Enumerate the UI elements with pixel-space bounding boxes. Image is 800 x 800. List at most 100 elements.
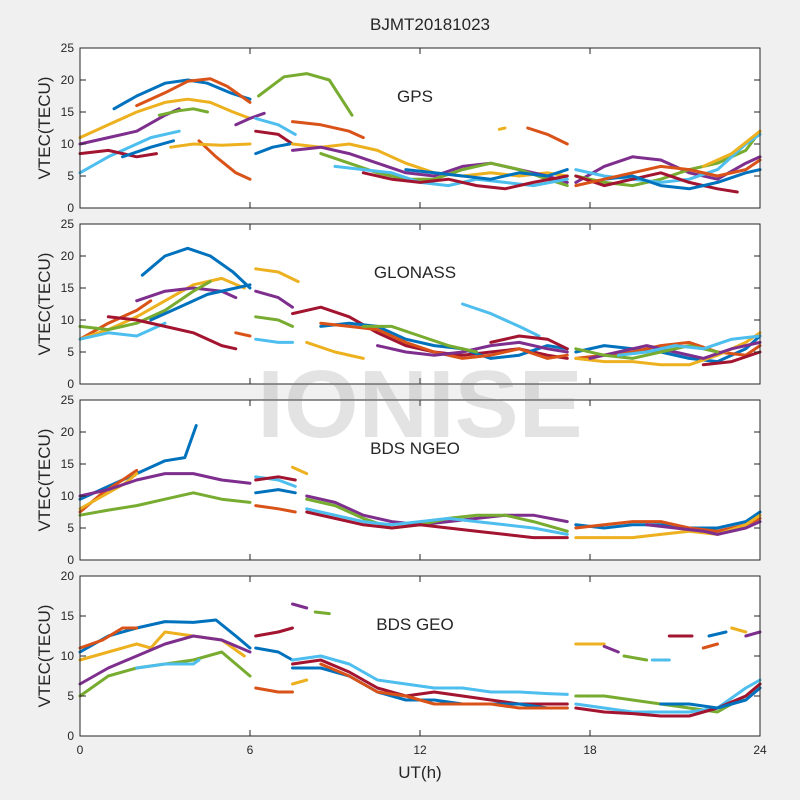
series-line-glonass-3	[135, 286, 238, 303]
y-tick-label-bds-geo-1: 5	[67, 689, 74, 703]
series-line-gps-1	[135, 77, 252, 108]
series-line-gps-24	[574, 155, 762, 184]
series-line-bds-geo-15	[319, 662, 569, 710]
x-axis-label: UT(h)	[398, 763, 441, 782]
series-line-bds-geo-27	[574, 682, 762, 718]
series-line-gps-5	[78, 129, 181, 175]
y-tick-label-gps-0: 0	[67, 201, 74, 215]
axes-background-bds-geo	[80, 576, 760, 736]
y-tick-label-glonass-0: 0	[67, 377, 74, 391]
series-line-glonass-19	[461, 302, 541, 338]
series-line-glonass-8	[234, 331, 252, 338]
series-line-glonass-4	[78, 280, 212, 332]
series-line-bds-ngeo-17	[645, 520, 762, 536]
y-tick-label-glonass-1: 5	[67, 345, 74, 359]
series-line-gps-14	[254, 142, 292, 156]
series-line-bds-ngeo-12	[305, 507, 569, 536]
panel-label-bds-ngeo: BDS NGEO	[370, 439, 460, 458]
series-line-gps-26	[574, 132, 762, 184]
x-tick-label-4: 24	[753, 743, 767, 757]
series-line-glonass-12	[254, 337, 294, 344]
series-line-glonass-15	[319, 321, 569, 360]
series-line-glonass-26	[616, 334, 762, 357]
series-line-gps-30	[701, 129, 762, 168]
series-line-glonass-17	[376, 340, 569, 357]
series-line-bds-geo-23	[730, 626, 748, 634]
series-line-glonass-10	[254, 289, 294, 309]
panel-bds-geo: BDS GEO 0 6 12 18 24 0 5 10 15 20 VTEC(TECU)	[35, 569, 767, 757]
series-line-bds-ngeo-3	[78, 472, 252, 498]
series-line-glonass-14	[319, 321, 569, 360]
series-line-bds-geo-9	[291, 678, 309, 686]
series-line-bds-geo-10	[291, 602, 309, 610]
series-line-gps-29	[574, 158, 762, 188]
series-line-bds-ngeo-10	[305, 494, 569, 527]
series-line-gps-23	[497, 126, 507, 131]
series-line-glonass-23	[574, 331, 762, 367]
series-line-bds-geo-24	[744, 630, 762, 638]
series-line-bds-geo-6	[254, 626, 294, 638]
series-line-gps-6	[78, 148, 158, 159]
series-line-gps-12	[254, 116, 297, 136]
series-line-glonass-0	[140, 246, 252, 290]
series-line-glonass-9	[254, 267, 300, 284]
series-line-gps-13	[254, 129, 294, 146]
y-tick-label-glonass-2: 10	[61, 313, 75, 327]
series-line-bds-geo-8	[254, 686, 294, 694]
series-line-gps-22	[526, 126, 569, 146]
panel-label-bds-geo: BDS GEO	[376, 615, 453, 634]
panel-gps: GPS 0 5 10 15 20 25 VTEC(TECU)	[35, 41, 762, 215]
figure-title: BJMT20181023	[370, 15, 490, 34]
y-axis-label-gps: VTEC(TECU)	[35, 77, 54, 180]
series-line-glonass-18	[361, 324, 479, 354]
y-tick-label-bds-ngeo-2: 10	[61, 489, 75, 503]
series-line-gps-8	[197, 139, 252, 181]
series-line-gps-27	[574, 171, 739, 194]
series-line-bds-geo-7	[254, 646, 294, 662]
series-line-gps-2	[78, 97, 252, 140]
y-tick-label-bds-geo-2: 10	[61, 649, 75, 663]
series-line-gps-9	[169, 142, 252, 149]
panel-glonass: GLONASS 0 5 10 15 20 25 VTEC(TECU)	[35, 217, 762, 391]
y-axis-label-glonass: VTEC(TECU)	[35, 253, 54, 356]
series-line-bds-geo-21	[707, 630, 728, 638]
series-line-glonass-6	[106, 315, 238, 351]
series-line-bds-ngeo-4	[78, 491, 252, 517]
series-line-bds-geo-28	[659, 686, 762, 710]
series-line-bds-geo-17	[602, 644, 620, 654]
series-line-bds-ngeo-16	[574, 513, 762, 540]
series-line-glonass-20	[489, 334, 569, 351]
series-line-bds-geo-11	[313, 610, 331, 616]
y-tick-label-glonass-5: 25	[61, 217, 75, 231]
y-tick-label-bds-ngeo-4: 20	[61, 425, 75, 439]
y-tick-label-gps-3: 15	[61, 105, 75, 119]
panels: GPS 0 5 10 15 20 25 VTEC(TECU) GLONASS 0 5 10 15 20 25…	[35, 41, 767, 757]
series-line-bds-geo-26	[574, 678, 762, 714]
series-line-bds-ngeo-7	[254, 488, 297, 495]
series-line-gps-25	[574, 129, 762, 188]
x-tick-label-1: 6	[247, 743, 254, 757]
y-tick-label-bds-geo-3: 15	[61, 609, 75, 623]
y-tick-label-glonass-3: 15	[61, 281, 75, 295]
y-tick-label-bds-ngeo-0: 0	[67, 553, 74, 567]
series-line-glonass-27	[701, 350, 762, 367]
series-line-gps-20	[361, 171, 569, 191]
series-line-glonass-5	[78, 321, 167, 341]
y-axis-label-bds-ngeo: VTEC(TECU)	[35, 429, 54, 532]
series-line-bds-geo-3	[78, 634, 252, 686]
x-tick-label-0: 0	[77, 743, 84, 757]
series-line-gps-11	[257, 72, 354, 117]
series-line-bds-geo-5	[135, 658, 201, 670]
series-line-gps-10	[234, 111, 266, 127]
series-line-bds-geo-12	[291, 654, 569, 696]
series-line-gps-4	[157, 107, 209, 117]
series-line-glonass-16	[305, 340, 365, 360]
series-line-bds-geo-18	[622, 654, 649, 662]
series-line-bds-geo-1	[78, 626, 139, 650]
y-tick-label-bds-ngeo-5: 25	[61, 393, 75, 407]
y-tick-label-glonass-4: 20	[61, 249, 75, 263]
series-line-bds-ngeo-8	[254, 504, 297, 514]
watermark: IONISE	[257, 351, 582, 458]
series-line-gps-15	[291, 120, 365, 140]
